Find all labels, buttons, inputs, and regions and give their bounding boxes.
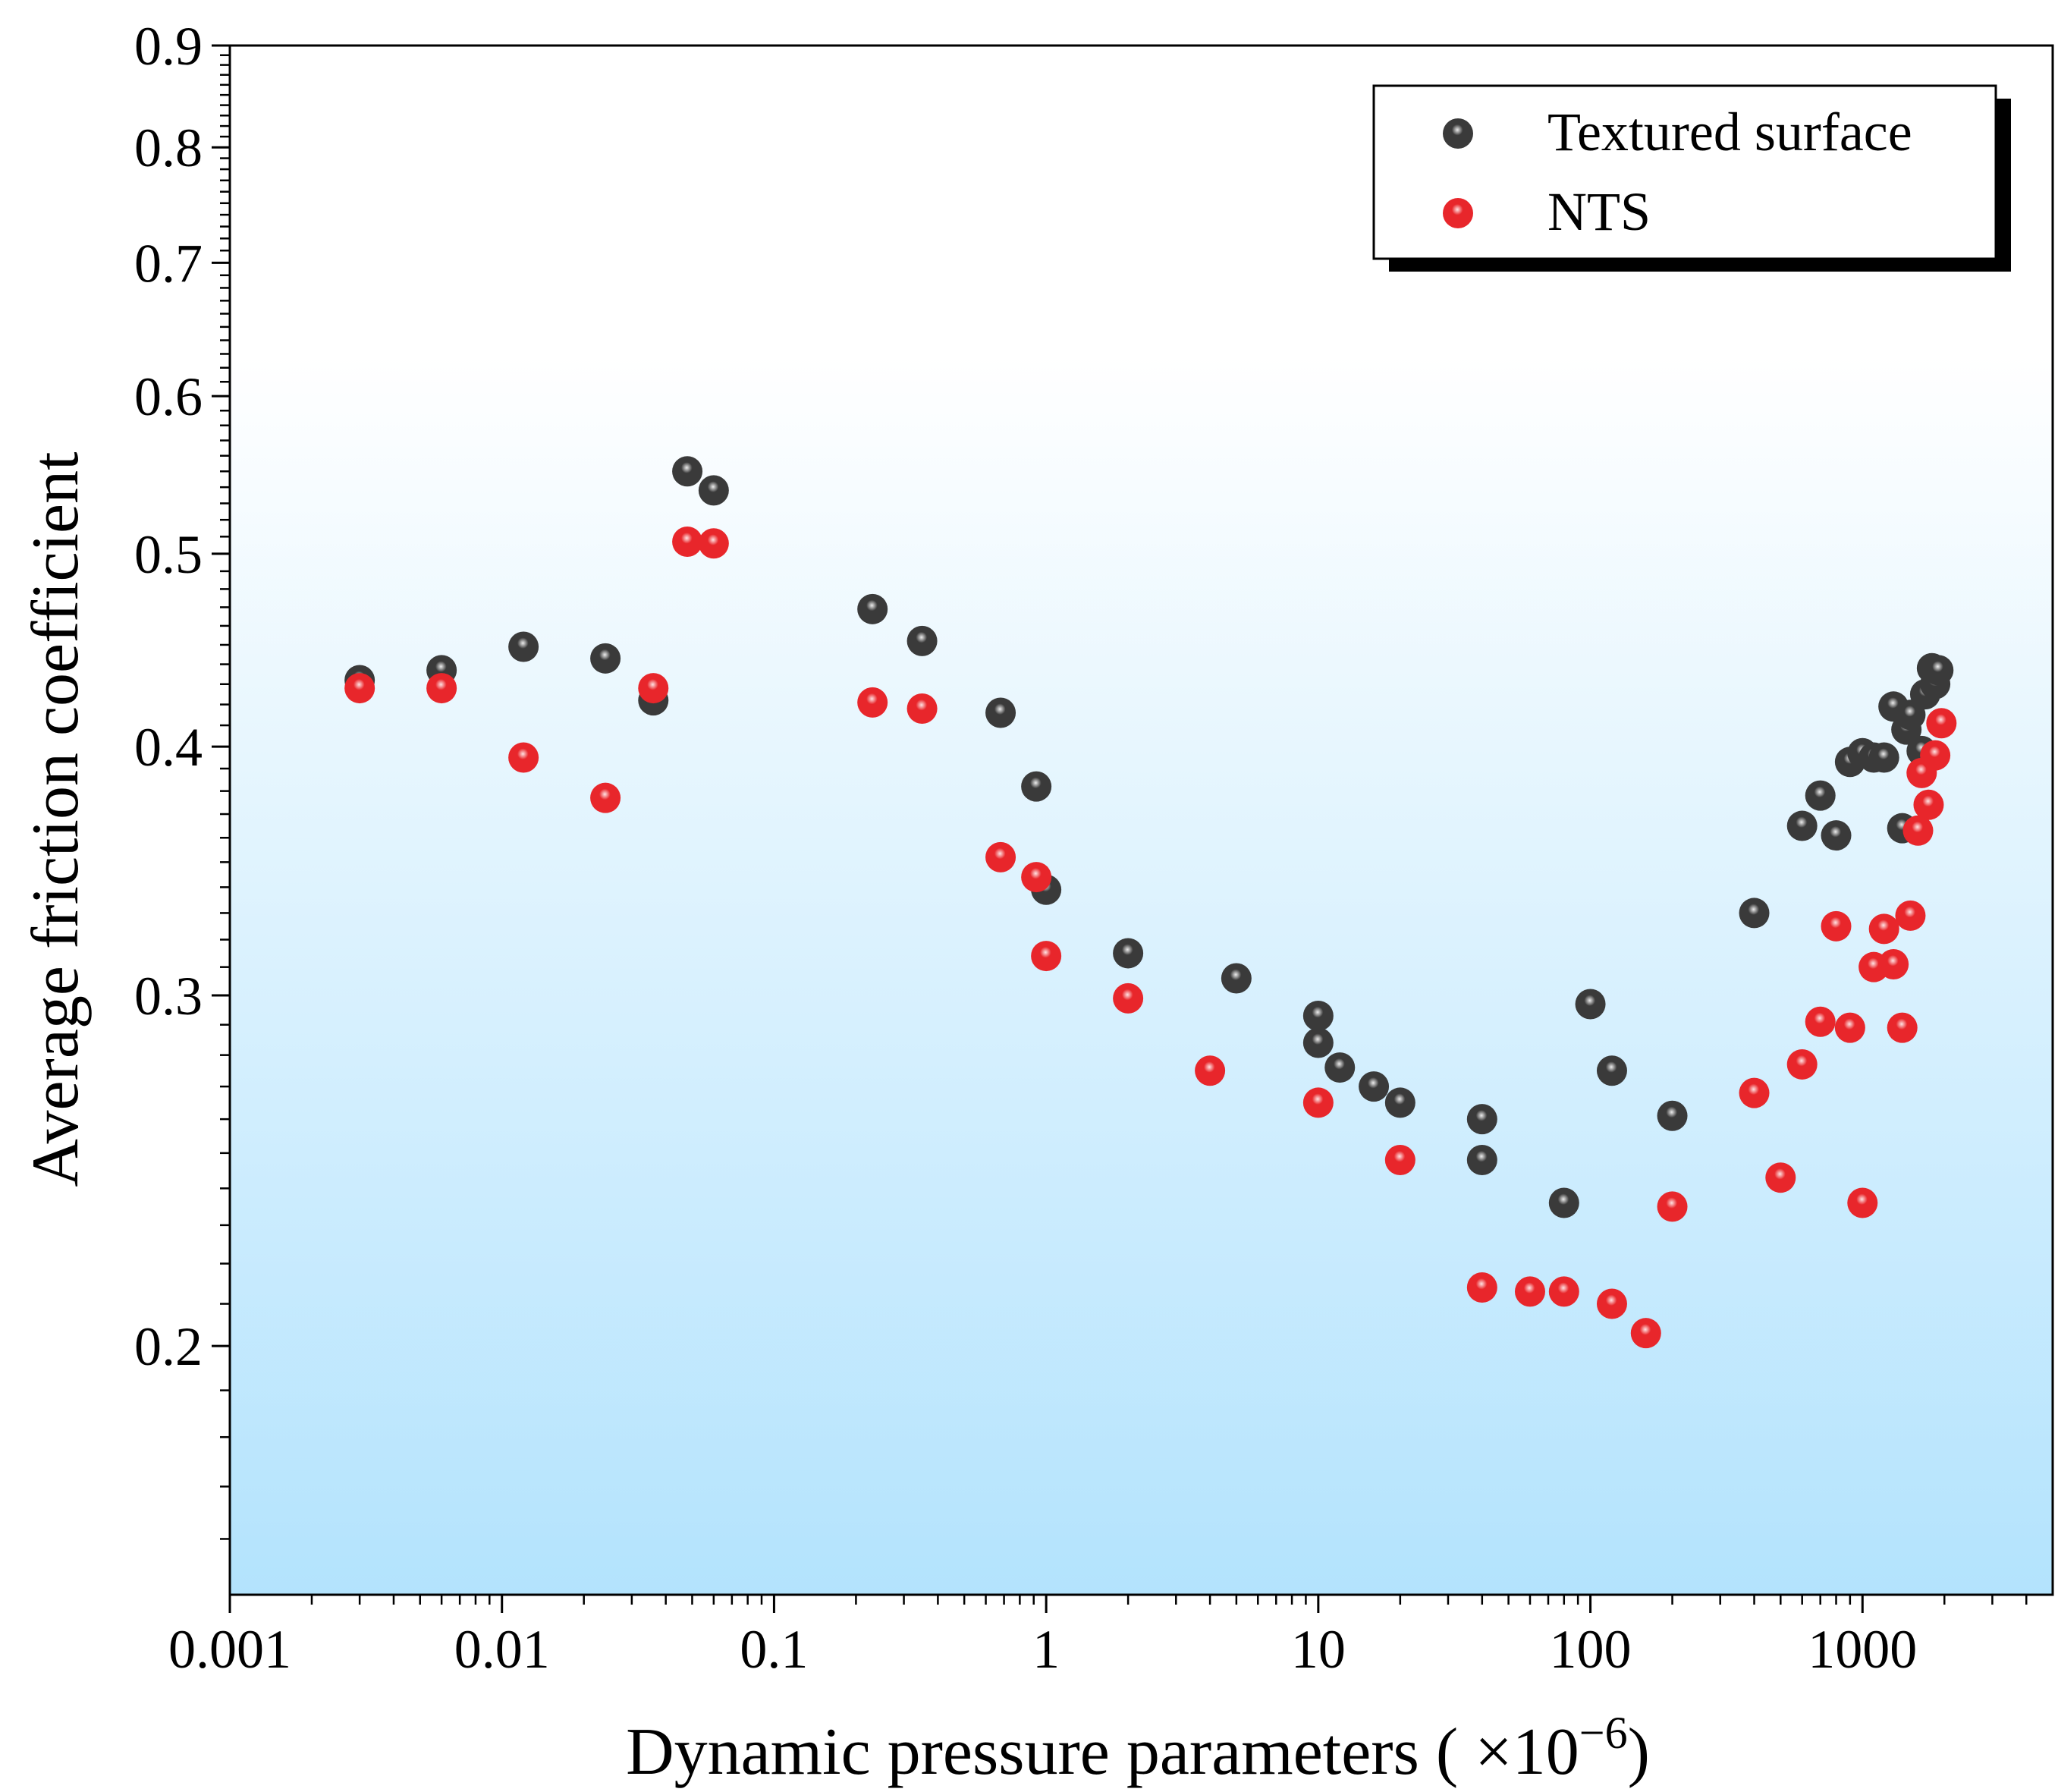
data-point <box>1302 1087 1334 1118</box>
data-point <box>1596 1055 1627 1086</box>
data-point <box>1548 1276 1579 1307</box>
data-point <box>1657 1191 1688 1222</box>
y-tick-label: 0.8 <box>134 118 203 178</box>
data-point <box>1302 1000 1334 1031</box>
data-point <box>426 673 457 704</box>
y-tick-label: 0.7 <box>134 233 203 294</box>
data-point <box>1920 740 1951 771</box>
data-point <box>590 782 621 813</box>
plot-frame <box>228 44 2054 1596</box>
x-axis-label-exponent: −6 <box>1579 1708 1628 1758</box>
data-point <box>1021 771 1052 802</box>
data-point <box>1384 1087 1415 1118</box>
axes: 0.001 0.01 0.1 1 10 100 1000 0.2 0.3 0.4 0.5 0.6 0.7… <box>134 16 2028 1680</box>
x-tick-label: 1000 <box>1808 1619 1917 1680</box>
data-point <box>698 528 729 559</box>
y-tick-label: 0.5 <box>134 524 203 585</box>
data-point <box>1923 655 1954 686</box>
series-textured-surface <box>344 456 1954 1218</box>
data-point <box>1887 1012 1918 1043</box>
data-point <box>1902 815 1934 846</box>
data-point <box>590 643 621 674</box>
data-point <box>1739 1077 1770 1108</box>
y-tick-label: 0.6 <box>134 366 203 427</box>
data-point <box>1821 820 1852 851</box>
data-point <box>1786 1048 1818 1080</box>
legend-label-textured-surface: Textured surface <box>1547 102 1912 162</box>
data-point <box>1834 1012 1865 1043</box>
data-point <box>638 673 669 704</box>
data-point <box>1596 1288 1627 1319</box>
x-tick-label: 1 <box>1032 1619 1060 1680</box>
data-point <box>1786 810 1818 841</box>
data-points <box>344 456 1957 1349</box>
x-tick-label: 0.1 <box>740 1619 808 1680</box>
data-point <box>857 593 888 624</box>
y-tick-label: 0.9 <box>134 16 203 77</box>
data-point <box>1805 780 1836 811</box>
data-point <box>1021 862 1052 893</box>
x-tick-label: 0.001 <box>168 1619 291 1680</box>
data-point <box>1195 1055 1226 1086</box>
y-axis-label: Average friction coefficient <box>19 451 93 1187</box>
data-point <box>1913 789 1944 820</box>
series-nts <box>344 527 1957 1349</box>
data-point <box>985 841 1016 872</box>
data-point <box>1031 941 1062 972</box>
data-point <box>508 742 539 773</box>
data-point <box>672 527 703 558</box>
data-point <box>1466 1272 1497 1303</box>
data-point <box>1575 989 1606 1020</box>
data-point <box>1113 982 1144 1014</box>
data-point <box>344 673 375 704</box>
data-point <box>508 631 539 662</box>
data-point <box>1868 742 1899 773</box>
x-tick-label: 0.01 <box>454 1619 550 1680</box>
data-point <box>1548 1187 1579 1218</box>
x-tick-label: 100 <box>1550 1619 1632 1680</box>
x-axis-label: Dynamic pressure parameters ( ×10−6) <box>626 1708 1650 1789</box>
data-point <box>1514 1276 1545 1307</box>
x-tick-label: 10 <box>1291 1619 1346 1680</box>
legend-label-nts: NTS <box>1547 181 1651 242</box>
y-tick-label: 0.2 <box>134 1316 203 1377</box>
data-point <box>1302 1027 1334 1058</box>
plot-background <box>230 46 2053 1595</box>
legend: Textured surface NTS <box>1372 84 2011 272</box>
legend-box <box>1372 84 1997 260</box>
data-point <box>1466 1104 1497 1135</box>
data-point <box>1821 910 1852 942</box>
data-point <box>1657 1100 1688 1131</box>
data-point <box>1765 1162 1796 1193</box>
data-point <box>1466 1144 1497 1175</box>
data-point <box>1630 1318 1661 1349</box>
data-point <box>1847 1187 1878 1218</box>
data-point <box>672 456 703 487</box>
legend-marker-textured-surface <box>1443 118 1473 149</box>
data-point <box>1324 1052 1356 1083</box>
data-point <box>1895 900 1926 931</box>
y-tick-label: 0.4 <box>134 717 203 778</box>
data-point <box>985 697 1016 728</box>
data-point <box>1221 963 1252 994</box>
data-point <box>1878 949 1909 980</box>
data-point <box>1113 938 1144 969</box>
y-tick-label: 0.3 <box>134 966 203 1026</box>
data-point <box>1384 1144 1415 1175</box>
data-point <box>1739 898 1770 929</box>
data-point <box>857 687 888 718</box>
data-point <box>1926 708 1957 739</box>
data-point <box>698 475 729 506</box>
data-point <box>906 625 938 656</box>
data-point <box>1868 913 1899 945</box>
data-point <box>906 693 938 725</box>
legend-marker-nts <box>1443 198 1473 228</box>
data-point <box>1359 1071 1390 1102</box>
data-point <box>1805 1006 1836 1037</box>
